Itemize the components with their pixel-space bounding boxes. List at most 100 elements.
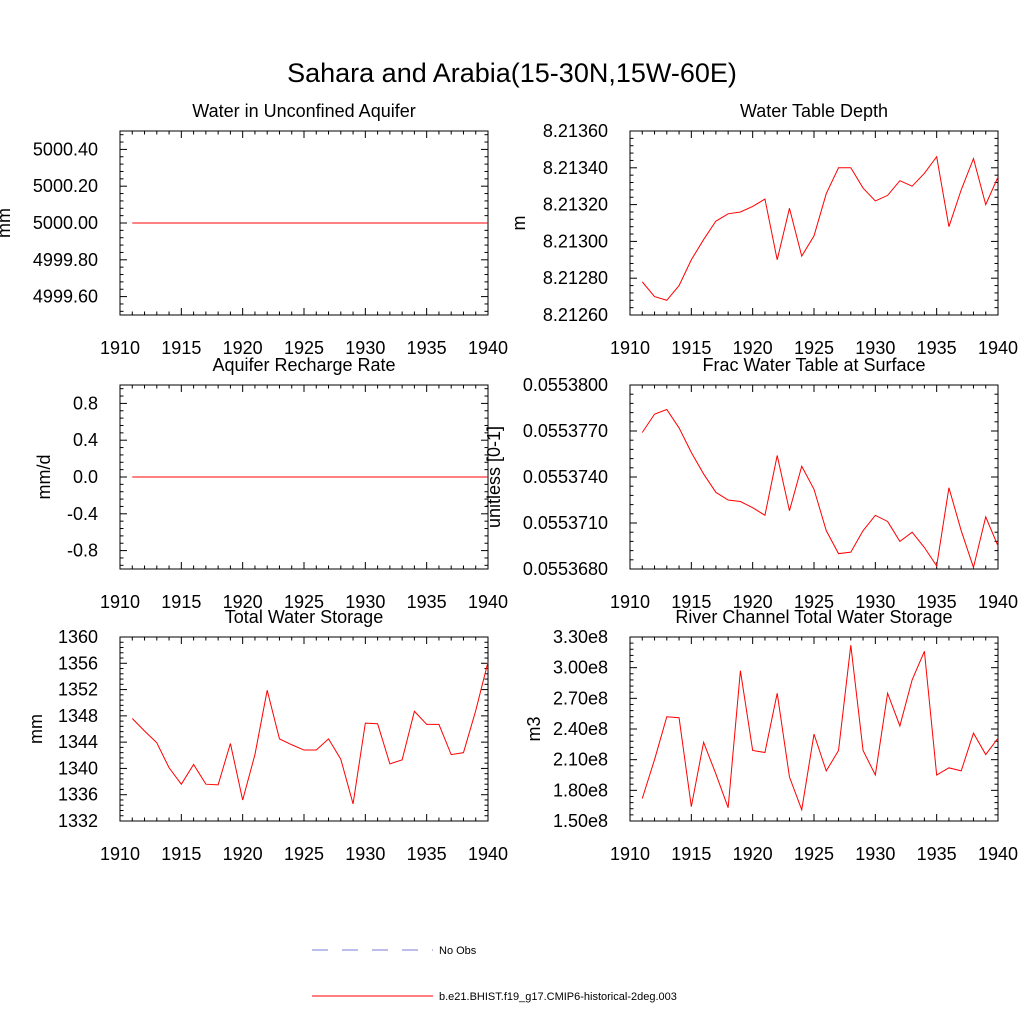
x-tick-label: 1925 [284,592,324,612]
y-tick-label: 8.21280 [543,268,608,288]
y-axis-label: m [509,216,529,231]
y-tick-label: 2.70e8 [553,688,608,708]
x-tick-label: 1925 [794,592,834,612]
y-tick-label: 1344 [58,732,98,752]
x-tick-label: 1935 [407,844,447,864]
legend-label: b.e21.BHIST.f19_g17.CMIP6-historical-2de… [439,991,677,1003]
figure-title: Sahara and Arabia(15-30N,15W-60E) [287,58,737,88]
y-tick-label: 1332 [58,811,98,831]
x-tick-label: 1940 [468,844,508,864]
x-tick-label: 1930 [345,844,385,864]
y-tick-label: 0.0553800 [523,375,608,395]
legend: No Obs b.e21.BHIST.f19_g17.CMIP6-historic… [312,945,677,1003]
x-tick-label: 1910 [100,338,140,358]
x-tick-label: 1930 [855,844,895,864]
y-tick-label: 1.50e8 [553,811,608,831]
y-tick-label: 8.21320 [543,195,608,215]
x-tick-label: 1920 [733,338,773,358]
x-tick-label: 1940 [468,592,508,612]
x-tick-label: 1930 [855,592,895,612]
y-tick-label: 0.0 [73,467,98,487]
y-tick-label: 0.4 [73,430,98,450]
chart-panel-3: Aquifer Recharge Rate mm/d 1910 1915 1920 192… [34,355,508,612]
y-tick-label: 1352 [58,680,98,700]
y-tick-label: 1336 [58,785,98,805]
y-tick-label: 8.21340 [543,158,608,178]
y-axis-label: m3 [524,716,544,741]
x-tick-label: 1910 [100,592,140,612]
x-tick-label: 1920 [223,844,263,864]
panel-title: Water in Unconfined Aquifer [192,101,415,121]
plot-frame [629,384,999,570]
x-tick-label: 1910 [610,844,650,864]
x-tick-label: 1925 [794,844,834,864]
y-tick-label: 5000.20 [33,176,98,196]
plot-frame [629,636,999,822]
y-tick-label: 0.0553680 [523,559,608,579]
chart-panel-4: Frac Water Table at Surface unitless [0-1… [484,355,1018,612]
y-tick-label: 3.00e8 [553,658,608,678]
series-line [641,408,999,570]
y-tick-label: 8.21360 [543,121,608,141]
x-tick-label: 1935 [917,592,957,612]
legend-entry: b.e21.BHIST.f19_g17.CMIP6-historical-2de… [312,991,677,1003]
x-tick-label: 1930 [345,338,385,358]
x-tick-label: 1935 [917,844,957,864]
y-tick-label: 1340 [58,758,98,778]
x-tick-label: 1925 [794,338,834,358]
y-axis-label: mm/d [34,455,54,500]
y-tick-label: 1360 [58,627,98,647]
y-axis-label: mm [0,208,14,238]
y-tick-label: 1.80e8 [553,780,608,800]
y-tick-label: 0.0553710 [523,513,608,533]
y-tick-label: 0.8 [73,393,98,413]
x-tick-label: 1940 [978,844,1018,864]
plot-frame [629,130,999,316]
y-tick-label: 3.30e8 [553,627,608,647]
legend-entry: No Obs [312,945,477,957]
x-tick-label: 1920 [733,844,773,864]
panel-title: River Channel Total Water Storage [675,607,952,627]
x-tick-label: 1940 [978,338,1018,358]
x-tick-label: 1910 [100,844,140,864]
y-axis-label: unitless [0-1] [484,426,504,528]
y-tick-label: 2.40e8 [553,719,608,739]
x-tick-label: 1915 [161,338,201,358]
y-tick-label: 4999.60 [33,287,98,307]
chart-panel-2: Water Table Depth m 1910 1915 1920 1925 1930 19… [509,101,1018,358]
y-axis-label: mm [26,714,46,744]
x-tick-label: 1920 [223,592,263,612]
y-tick-label: -0.4 [67,504,98,524]
x-tick-label: 1930 [855,338,895,358]
y-tick-label: 1348 [58,706,98,726]
panel-title: Total Water Storage [225,607,383,627]
legend-label: No Obs [439,945,477,957]
x-tick-label: 1915 [161,844,201,864]
x-tick-label: 1925 [284,338,324,358]
y-tick-label: 1356 [58,653,98,673]
x-tick-label: 1915 [671,338,711,358]
series-line [641,155,999,301]
y-tick-label: 8.21260 [543,305,608,325]
panel-title: Water Table Depth [740,101,888,121]
x-tick-label: 1940 [468,338,508,358]
y-tick-label: 8.21300 [543,231,608,251]
chart-panels: Water in Unconfined Aquifer mm 1910 1915 192… [0,101,1018,864]
x-tick-label: 1925 [284,844,324,864]
x-tick-label: 1920 [223,338,263,358]
x-tick-label: 1930 [345,592,385,612]
x-tick-label: 1935 [917,338,957,358]
x-tick-label: 1920 [733,592,773,612]
y-tick-label: 4999.80 [33,250,98,270]
series-line [131,661,489,805]
x-tick-label: 1915 [671,592,711,612]
series-line [641,645,999,812]
y-tick-label: 5000.40 [33,139,98,159]
panel-title: Frac Water Table at Surface [702,355,925,375]
chart-panel-1: Water in Unconfined Aquifer mm 1910 1915 192… [0,101,508,358]
y-tick-label: 2.10e8 [553,750,608,770]
x-tick-label: 1935 [407,338,447,358]
y-tick-label: -0.8 [67,541,98,561]
